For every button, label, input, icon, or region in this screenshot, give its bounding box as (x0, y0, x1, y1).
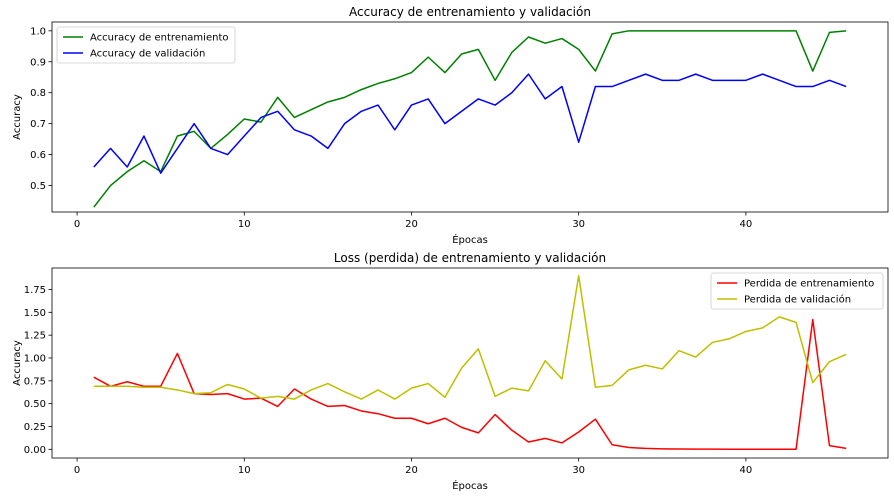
x-tick-label: 0 (74, 465, 80, 476)
x-tick-label: 20 (405, 465, 418, 476)
legend-label: Perdida de entrenamiento (744, 279, 874, 290)
x-axis-label: Épocas (452, 479, 488, 492)
y-tick-label: 0.25 (24, 422, 46, 433)
y-tick-label: 0.00 (24, 445, 46, 456)
y-tick-label: 1.0 (30, 26, 46, 37)
series-line-1 (93, 73, 847, 174)
y-tick-label: 0.8 (30, 88, 46, 99)
legend-label: Accuracy de entrenamiento (90, 33, 228, 44)
x-tick-label: 0 (74, 219, 80, 230)
y-tick-label: 1.50 (24, 308, 46, 319)
y-tick-label: 0.5 (30, 181, 46, 192)
legend: Perdida de entrenamiento Perdida de valid… (710, 272, 884, 310)
x-axis-label: Épocas (452, 233, 488, 246)
plot-frame (51, 21, 889, 213)
legend-label: Accuracy de validación (90, 48, 205, 60)
x-tick-label: 30 (572, 219, 585, 230)
y-axis-label: Accuracy (12, 94, 23, 140)
x-tick-label: 40 (740, 219, 753, 230)
x-tick-label: 10 (238, 465, 251, 476)
series-line-1 (93, 275, 847, 400)
y-tick-label: 1.25 (24, 331, 46, 342)
legend-box (56, 26, 236, 64)
plot-frame (51, 267, 889, 459)
y-tick-label: 0.6 (30, 150, 46, 161)
y-tick-label: 0.9 (30, 57, 46, 68)
legend: Accuracy de entrenamiento Accuracy de val… (56, 26, 236, 64)
legend-label: Perdida de validación (744, 294, 851, 306)
series-line-0 (93, 30, 847, 208)
chart-1: 0 10 20 30 40 0.00 0.25 0.50 0.75 1.00 1.25 1.50 1.7… (12, 251, 889, 492)
x-tick-label: 40 (740, 465, 753, 476)
x-tick-label: 30 (572, 465, 585, 476)
y-axis-label: Accuracy (12, 340, 23, 386)
chart-title: Loss (perdida) de entrenamiento y valida… (334, 251, 606, 265)
series-line-0 (93, 318, 847, 450)
y-tick-label: 1.75 (24, 285, 46, 296)
y-tick-label: 0.75 (24, 376, 46, 387)
chart-title: Accuracy de entrenamiento y validación (349, 5, 591, 19)
chart-0: 0 10 20 30 40 0.5 0.6 0.7 0.8 0.9 1.0 Accuracy de e… (12, 5, 889, 246)
x-tick-label: 10 (238, 219, 251, 230)
legend-box (710, 272, 884, 310)
y-tick-label: 1.00 (24, 353, 46, 364)
y-tick-label: 0.7 (30, 119, 46, 130)
y-tick-label: 0.50 (24, 399, 46, 410)
x-tick-label: 20 (405, 219, 418, 230)
